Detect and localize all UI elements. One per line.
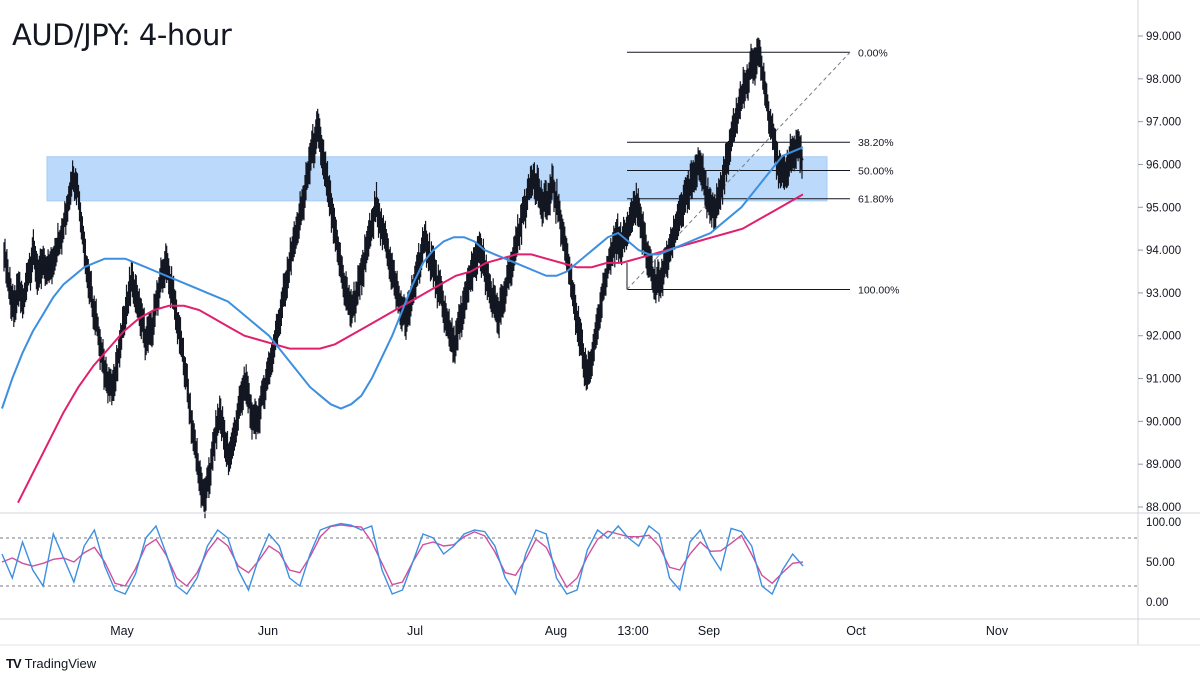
price-tick-label: 92.000: [1146, 331, 1181, 343]
price-tick-label: 96.000: [1146, 159, 1181, 171]
stochastic-d-line: [1, 524, 804, 589]
price-tick-label: 89.000: [1146, 459, 1181, 471]
time-tick-label: Jul: [407, 624, 423, 638]
price-tick-label: 93.000: [1146, 288, 1181, 300]
price-tick-label: 91.000: [1146, 374, 1181, 386]
price-tick-label: 98.000: [1146, 74, 1181, 86]
time-tick-label: Nov: [986, 624, 1009, 638]
price-series: [3, 37, 804, 519]
price-axis[interactable]: 99.000 98.000 97.000 96.000 95.000 94.000 93.0…: [0, 0, 1200, 646]
fib-level-label: 61.80%: [858, 194, 894, 206]
stochastic-tick-label: 100.00: [1146, 517, 1181, 529]
time-tick-label: 13:00: [617, 624, 648, 638]
price-tick-label: 95.000: [1146, 202, 1181, 214]
time-tick-label: Jun: [258, 624, 278, 638]
time-axis[interactable]: May Jun Jul Aug 13:00 Sep Oct Nov: [110, 624, 1009, 638]
price-tick-label: 99.000: [1146, 31, 1181, 43]
fib-level-label: 100.00%: [858, 284, 899, 296]
brand-name: TradingView: [24, 656, 97, 671]
price-tick-label: 97.000: [1146, 117, 1181, 129]
moving-averages: [1, 146, 804, 504]
time-tick-label: Sep: [698, 624, 720, 638]
price-line: [3, 51, 804, 499]
slow-moving-average: [17, 193, 804, 504]
price-tick-label: 90.000: [1146, 416, 1181, 428]
price-tick-label: 94.000: [1146, 245, 1181, 257]
chart-title: AUD/JPY: 4-hour: [12, 18, 232, 52]
price-candles: [3, 37, 803, 519]
fast-moving-average: [1, 146, 804, 410]
time-tick-label: Oct: [846, 624, 866, 638]
tradingview-logo-icon: TV: [6, 656, 22, 671]
time-tick-label: May: [110, 624, 134, 638]
fib-level-label: 38.20%: [858, 137, 894, 149]
stochastic-k-line: [1, 522, 804, 596]
fib-level-label: 50.00%: [858, 165, 894, 177]
stochastic-tick-label: 50.00: [1146, 557, 1175, 569]
price-tick-label: 88.000: [1146, 502, 1181, 514]
time-tick-label: Aug: [545, 624, 567, 638]
stochastic-tick-label: 0.00: [1146, 597, 1168, 609]
tradingview-logo[interactable]: TV TradingView: [6, 656, 96, 671]
fib-trend-line: [626, 51, 851, 290]
fibonacci-levels: 0.00% 38.20% 50.00% 61.80% 100.00%: [626, 47, 899, 296]
fib-level-label: 0.00%: [858, 47, 888, 59]
stochastic-pane: [0, 522, 1138, 596]
